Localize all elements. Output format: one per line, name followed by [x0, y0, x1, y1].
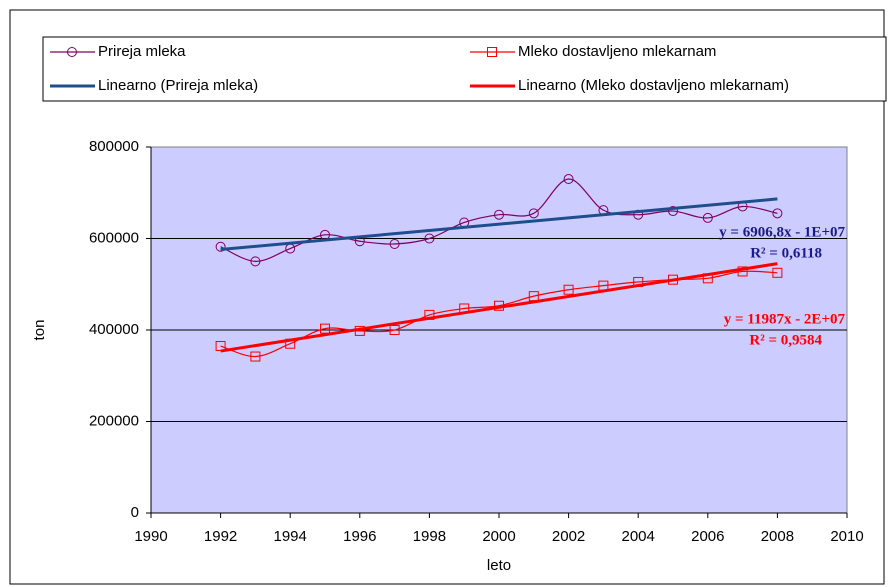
series-line	[220, 178, 778, 262]
data-point	[772, 208, 783, 219]
trend-equation: y = 11987x - 2E+07	[724, 311, 846, 327]
trend-equation: y = 6906,8x - 1E+07	[719, 224, 845, 240]
x-tick-label: 1994	[274, 528, 307, 545]
data-point	[702, 212, 713, 223]
legend-marker	[487, 47, 497, 57]
data-point	[215, 241, 226, 252]
data-point	[320, 323, 330, 334]
trend-line	[220, 262, 778, 353]
x-tick-label: 2000	[482, 528, 515, 545]
x-tick-label: 1998	[413, 528, 446, 545]
legend-box	[42, 36, 887, 102]
data-point	[250, 256, 261, 267]
y-tick-label: 800000	[89, 138, 139, 155]
y-tick-label: 400000	[89, 321, 139, 338]
x-tick-label: 1990	[134, 528, 167, 545]
x-tick-label: 2010	[830, 528, 863, 545]
data-point	[772, 267, 783, 278]
data-point	[494, 209, 504, 220]
data-point	[737, 266, 748, 277]
x-tick-label: 2004	[622, 528, 655, 545]
data-point	[668, 206, 678, 217]
legend-label: Linearno (Prireja mleka)	[98, 77, 258, 94]
legend-label: Prireja mleka	[98, 43, 186, 60]
data-point	[389, 325, 400, 335]
x-tick-label: 1996	[343, 528, 376, 545]
x-axis-label: leto	[487, 557, 511, 574]
data-point	[424, 233, 435, 244]
legend-marker	[67, 47, 77, 57]
y-axis-label: ton	[31, 320, 48, 341]
legend-label: Linearno (Mleko dostavljeno mlekarnam)	[518, 77, 789, 94]
data-point	[389, 238, 400, 249]
legend-label: Mleko dostavljeno mlekarnam	[518, 43, 716, 60]
data-point	[563, 174, 574, 185]
data-point	[250, 351, 261, 362]
y-tick-label: 200000	[89, 412, 139, 429]
data-point	[563, 284, 574, 295]
data-point	[528, 208, 539, 219]
trend-r2: R² = 0,6118	[750, 245, 822, 261]
y-tick-label: 600000	[89, 229, 139, 246]
x-tick-label: 2006	[691, 528, 724, 545]
x-tick-label: 2002	[552, 528, 585, 545]
x-tick-label: 1992	[204, 528, 237, 545]
x-tick-label: 2008	[761, 528, 794, 545]
trend-line	[220, 197, 778, 251]
y-tick-label: 0	[131, 504, 139, 521]
trend-r2: R² = 0,9584	[749, 332, 822, 348]
